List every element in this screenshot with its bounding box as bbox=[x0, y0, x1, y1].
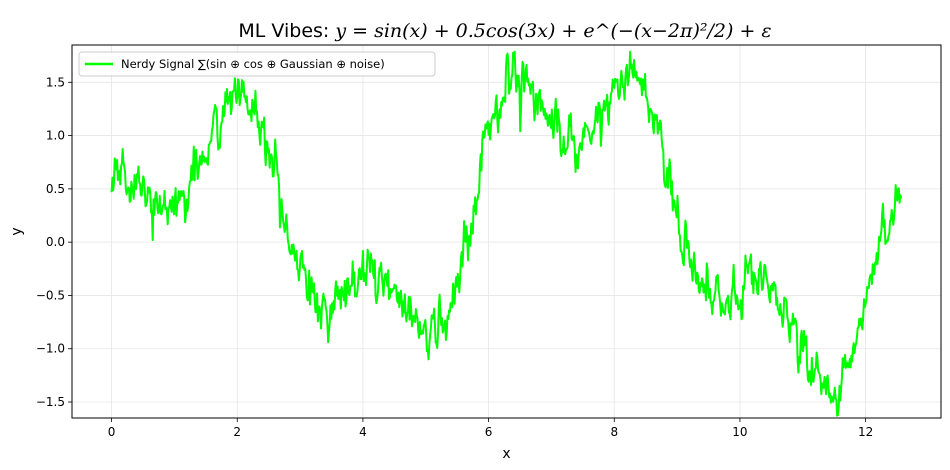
y-tick-label: 1.0 bbox=[46, 129, 65, 143]
x-tick-label: 2 bbox=[233, 425, 241, 439]
x-tick-label: 10 bbox=[732, 425, 747, 439]
y-tick-label: 0.0 bbox=[46, 235, 65, 249]
x-tick-label: 0 bbox=[108, 425, 116, 439]
legend-label: Nerdy Signal ∑(sin ⊕ cos ⊕ Gaussian ⊕ no… bbox=[121, 57, 385, 71]
y-tick-label: −1.5 bbox=[36, 395, 65, 409]
ticks: 0 2 4 6 8 10 12 −1.5 −1.0 −0.5 0.0 0.5 1.0 1.5 bbox=[36, 75, 873, 439]
y-tick-label: −0.5 bbox=[36, 288, 65, 302]
y-tick-label: 1.5 bbox=[46, 75, 65, 89]
x-axis-label: x bbox=[502, 446, 510, 462]
y-tick-label: 0.5 bbox=[46, 182, 65, 196]
title-prefix: ML Vibes: bbox=[238, 20, 335, 42]
grid bbox=[72, 45, 941, 418]
x-tick-label: 8 bbox=[610, 425, 618, 439]
title-formula: y = sin(x) + 0.5cos(3x) + e^(−(x−2π)²/2)… bbox=[334, 20, 771, 42]
chart-title: ML Vibes: y = sin(x) + 0.5cos(3x) + e^(−… bbox=[238, 20, 771, 42]
series-layer bbox=[110, 50, 903, 417]
legend: Nerdy Signal ∑(sin ⊕ cos ⊕ Gaussian ⊕ no… bbox=[78, 51, 436, 77]
series-line bbox=[110, 50, 903, 417]
plot-frame bbox=[71, 44, 942, 419]
x-tick-label: 12 bbox=[858, 425, 873, 439]
y-axis-label: y bbox=[9, 227, 25, 235]
x-tick-label: 6 bbox=[485, 425, 493, 439]
legend-box bbox=[78, 51, 436, 77]
y-tick-label: −1.0 bbox=[36, 342, 65, 356]
x-tick-label: 4 bbox=[359, 425, 367, 439]
